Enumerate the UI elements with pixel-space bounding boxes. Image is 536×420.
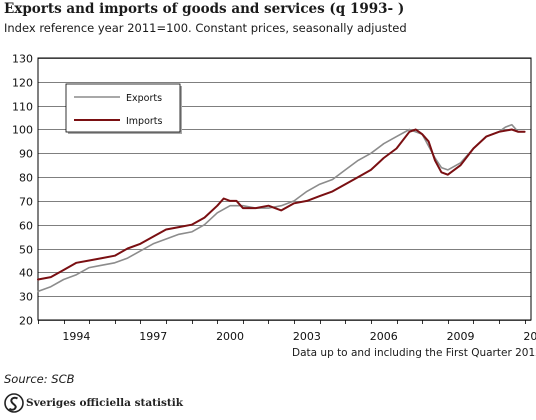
y-tick-label: 20 [19, 315, 33, 328]
data-note: Data up to and including the First Quart… [292, 347, 536, 359]
legend-label-exports: Exports [126, 93, 162, 104]
y-tick-label: 120 [12, 77, 33, 90]
legend-label-imports: Imports [126, 116, 163, 127]
series-group [37, 123, 526, 293]
x-tick-label: 1997 [139, 330, 167, 343]
chart-subtitle: Index reference year 2011=100. Constant … [4, 21, 407, 35]
series-line-imports [37, 128, 526, 281]
source-label: Source: SCB [4, 372, 75, 386]
y-tick-label: 40 [19, 267, 33, 280]
x-tick-label: 2006 [370, 330, 398, 343]
y-tick-label: 100 [12, 124, 33, 137]
legend: Exports Imports [65, 83, 182, 134]
legend-box [65, 83, 181, 133]
scb-logo-icon [4, 393, 24, 413]
y-tick-label: 60 [19, 220, 33, 233]
chart-title: Exports and imports of goods and service… [4, 1, 405, 17]
series-line-exports [37, 123, 526, 293]
scb-logo: Sveriges officiella statistik [4, 392, 184, 416]
plot-frame [37, 57, 532, 321]
x-tick-label: 1994 [62, 330, 90, 343]
x-axis: 1994 1997 2000 2003 2006 2009 2012 [38, 320, 536, 343]
y-tick-label: 70 [19, 196, 33, 209]
x-tick-label: 2000 [216, 330, 244, 343]
y-tick-label: 30 [19, 291, 33, 304]
y-tick-label: 90 [19, 148, 33, 161]
x-tick-label: 2009 [447, 330, 475, 343]
x-tick-label: 2012 [523, 330, 536, 343]
y-axis: 20 30 40 50 60 70 80 90 100 110 120 130 [12, 53, 33, 328]
y-tick-label: 130 [12, 53, 33, 66]
logo-text: Sveriges officiella statistik [26, 397, 184, 409]
y-tick-label: 50 [19, 244, 33, 257]
y-tick-label: 80 [19, 172, 33, 185]
y-tick-label: 110 [12, 101, 33, 114]
x-tick-label: 2003 [293, 330, 321, 343]
